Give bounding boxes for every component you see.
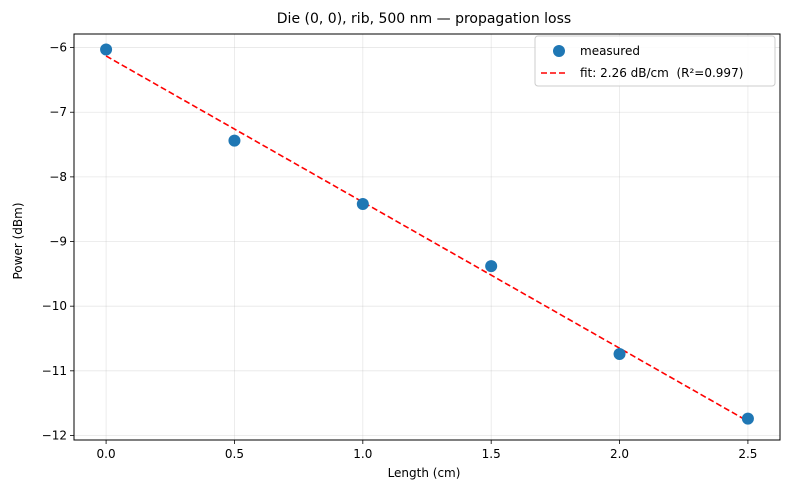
points-layer xyxy=(100,43,754,425)
x-tick-label: 0.5 xyxy=(225,447,244,461)
x-axis: 0.0 0.5 1.0 1.5 2.0 2.5 xyxy=(97,440,757,461)
x-tick-label: 2.5 xyxy=(738,447,757,461)
y-axis: −12 −11 −10 −9 −8 −7 −6 xyxy=(42,41,74,442)
legend-marker-measured xyxy=(553,45,565,57)
x-tick-label: 1.5 xyxy=(482,447,501,461)
y-tick-label: −10 xyxy=(42,299,67,313)
legend-box xyxy=(534,35,776,87)
x-tick-label: 1.0 xyxy=(353,447,372,461)
legend-label-fit: fit: 2.26 dB/cm (R²=0.997) xyxy=(580,66,743,80)
fit-line xyxy=(105,55,749,422)
data-point xyxy=(741,412,754,425)
x-tick-label: 2.0 xyxy=(610,447,629,461)
data-point xyxy=(228,134,241,147)
data-point xyxy=(356,198,369,211)
data-point xyxy=(613,348,626,361)
chart-title: Die (0, 0), rib, 500 nm — propagation lo… xyxy=(277,11,571,27)
fit-line-layer xyxy=(105,55,749,422)
y-tick-label: −8 xyxy=(49,170,67,184)
data-point xyxy=(485,260,498,273)
data-point xyxy=(100,43,113,56)
x-axis-label: Length (cm) xyxy=(388,466,461,480)
y-axis-label: Power (dBm) xyxy=(11,203,25,280)
y-tick-label: −9 xyxy=(49,235,67,249)
y-tick-label: −12 xyxy=(42,428,67,442)
y-tick-label: −6 xyxy=(49,41,67,55)
plot-frame xyxy=(73,33,781,441)
legend-label-measured: measured xyxy=(580,44,640,58)
legend: measured fit: 2.26 dB/cm (R²=0.997) xyxy=(534,35,776,87)
x-tick-label: 0.0 xyxy=(97,447,116,461)
grid xyxy=(74,34,780,440)
y-tick-label: −11 xyxy=(42,364,67,378)
y-tick-label: −7 xyxy=(49,105,67,119)
